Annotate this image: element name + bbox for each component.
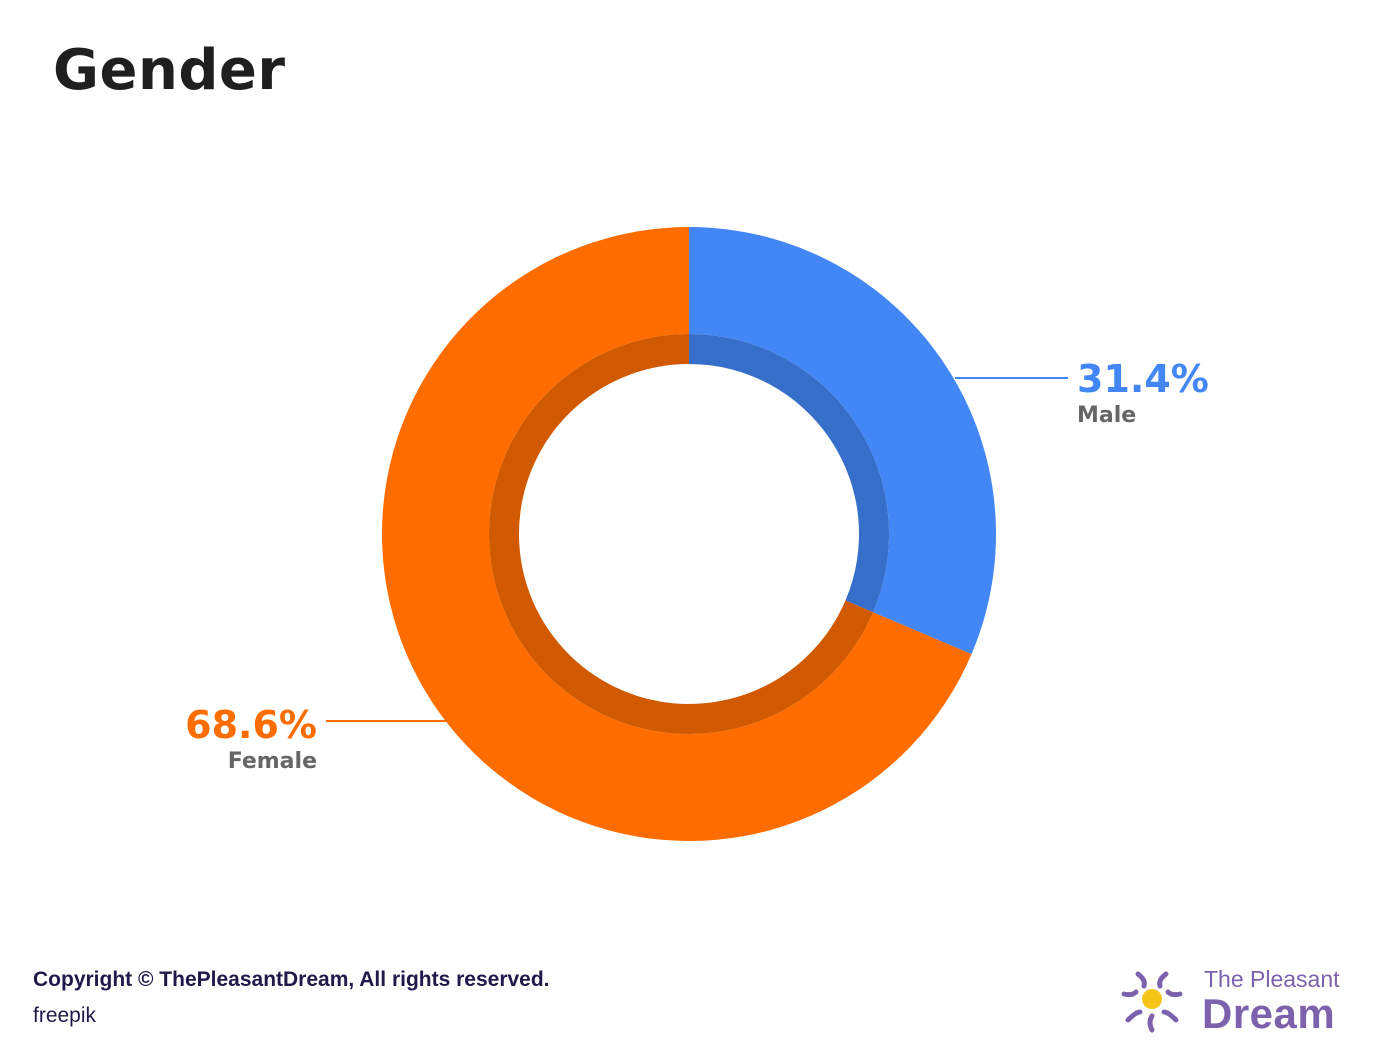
value-label-male: 31.4% <box>1077 357 1209 401</box>
category-label-female: Female <box>228 749 317 774</box>
copyright-text: Copyright © ThePleasantDream, All rights… <box>33 968 550 991</box>
logo-text-line1: The Pleasant <box>1204 966 1340 992</box>
category-label-male: Male <box>1077 403 1136 428</box>
value-label-female: 68.6% <box>185 703 317 747</box>
slice-female <box>381 227 972 842</box>
logo-text-line2: Dream <box>1202 990 1336 1037</box>
pleasant-dream-logo-icon <box>1121 971 1183 1033</box>
credit-text: freepik <box>33 1004 97 1027</box>
slice-inner-ring-male <box>689 334 890 613</box>
chart-title: Gender <box>53 38 286 103</box>
slice-male <box>689 227 996 655</box>
